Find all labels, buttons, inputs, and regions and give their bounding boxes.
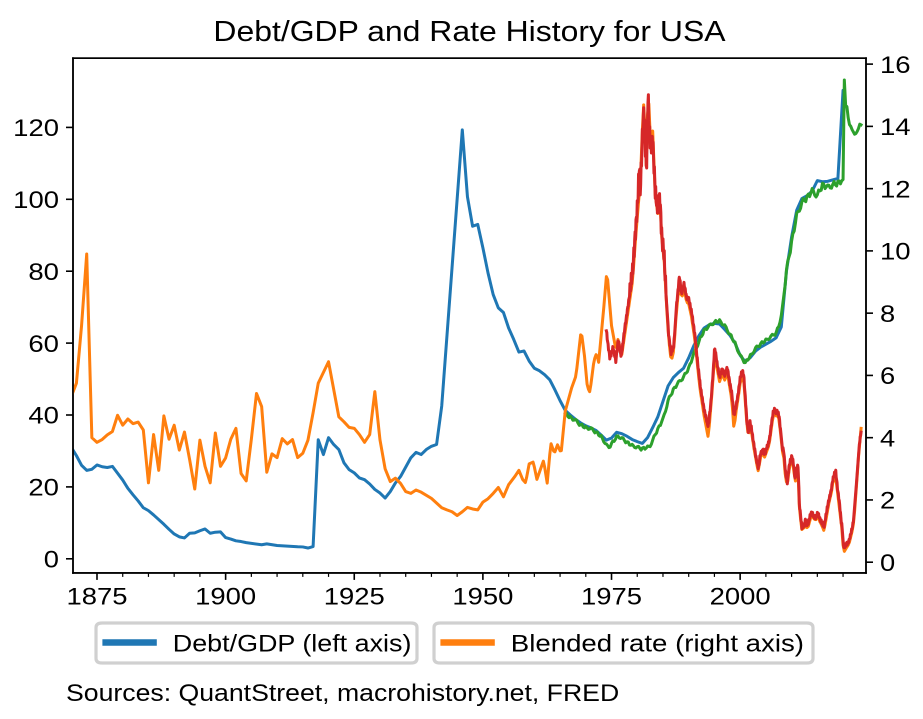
svg-text:100: 100: [13, 187, 59, 214]
svg-text:Debt/GDP and Rate History for: Debt/GDP and Rate History for USA: [213, 16, 726, 48]
svg-text:1875: 1875: [66, 583, 127, 610]
svg-text:6: 6: [880, 363, 895, 390]
svg-text:10: 10: [880, 239, 911, 266]
svg-text:0: 0: [44, 546, 59, 573]
svg-text:1975: 1975: [581, 583, 642, 610]
svg-text:8: 8: [880, 301, 895, 328]
svg-text:4: 4: [880, 425, 895, 452]
svg-text:1900: 1900: [195, 583, 256, 610]
svg-text:120: 120: [13, 115, 59, 142]
svg-text:Blended rate (right axis): Blended rate (right axis): [511, 631, 804, 658]
svg-text:12: 12: [880, 176, 911, 203]
svg-text:2000: 2000: [710, 583, 771, 610]
svg-text:Debt/GDP (left axis): Debt/GDP (left axis): [173, 631, 412, 658]
svg-text:20: 20: [28, 475, 59, 502]
svg-text:0: 0: [880, 550, 895, 577]
svg-text:40: 40: [28, 403, 59, 430]
svg-text:1950: 1950: [452, 583, 513, 610]
svg-text:2: 2: [880, 488, 895, 515]
svg-text:1925: 1925: [324, 583, 385, 610]
svg-text:60: 60: [28, 331, 59, 358]
svg-text:80: 80: [28, 259, 59, 286]
svg-text:16: 16: [880, 52, 911, 79]
svg-text:14: 14: [880, 114, 911, 141]
svg-text:Sources: QuantStreet, macrohis: Sources: QuantStreet, macrohistory.net, …: [66, 680, 619, 707]
